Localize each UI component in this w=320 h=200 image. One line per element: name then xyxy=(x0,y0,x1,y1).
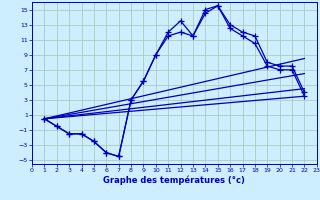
X-axis label: Graphe des températures (°c): Graphe des températures (°c) xyxy=(103,176,245,185)
